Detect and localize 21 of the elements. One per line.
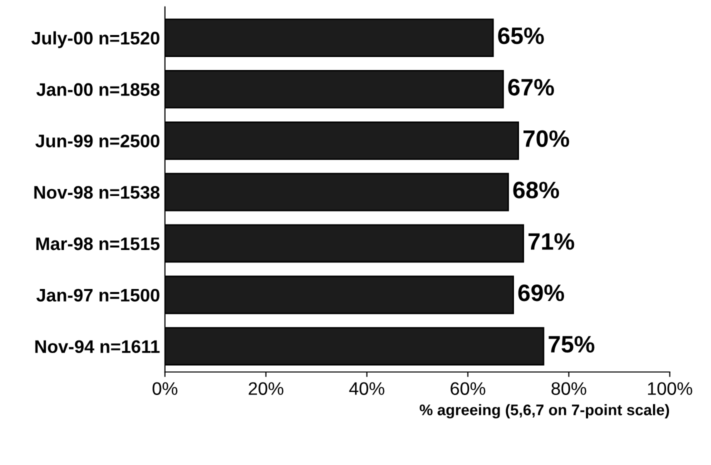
y-tick-label: Nov-98 n=1538 [34, 186, 160, 199]
x-tick-label: 20% [248, 382, 284, 395]
data-label: 65% [498, 27, 544, 44]
x-tick-label: 0% [152, 382, 178, 395]
y-tick-label: Jan-00 n=1858 [36, 83, 160, 96]
x-tick-label: 100% [648, 382, 692, 395]
y-tick-label: Jun-99 n=2500 [35, 134, 160, 148]
x-axis-title: % agreeing (5,6,7 on 7-point scale) [420, 404, 670, 418]
x-tick-label: 80% [552, 382, 586, 395]
data-label: 70% [524, 130, 570, 147]
data-label: 68% [513, 182, 560, 198]
x-tick-label: 40% [349, 382, 384, 395]
data-label: 71% [528, 233, 574, 250]
data-label: 69% [518, 284, 564, 302]
data-label: 75% [548, 336, 594, 353]
x-tick-label: 60% [450, 382, 486, 395]
data-label: 67% [508, 78, 554, 96]
y-tick-label: Mar-98 n=1515 [36, 237, 160, 250]
y-tick-label: July-00 n=1520 [31, 31, 160, 48]
y-tick-label: Jan-97 n=1500 [36, 288, 160, 302]
y-tick-label: Nov-94 n=1611 [35, 340, 160, 354]
